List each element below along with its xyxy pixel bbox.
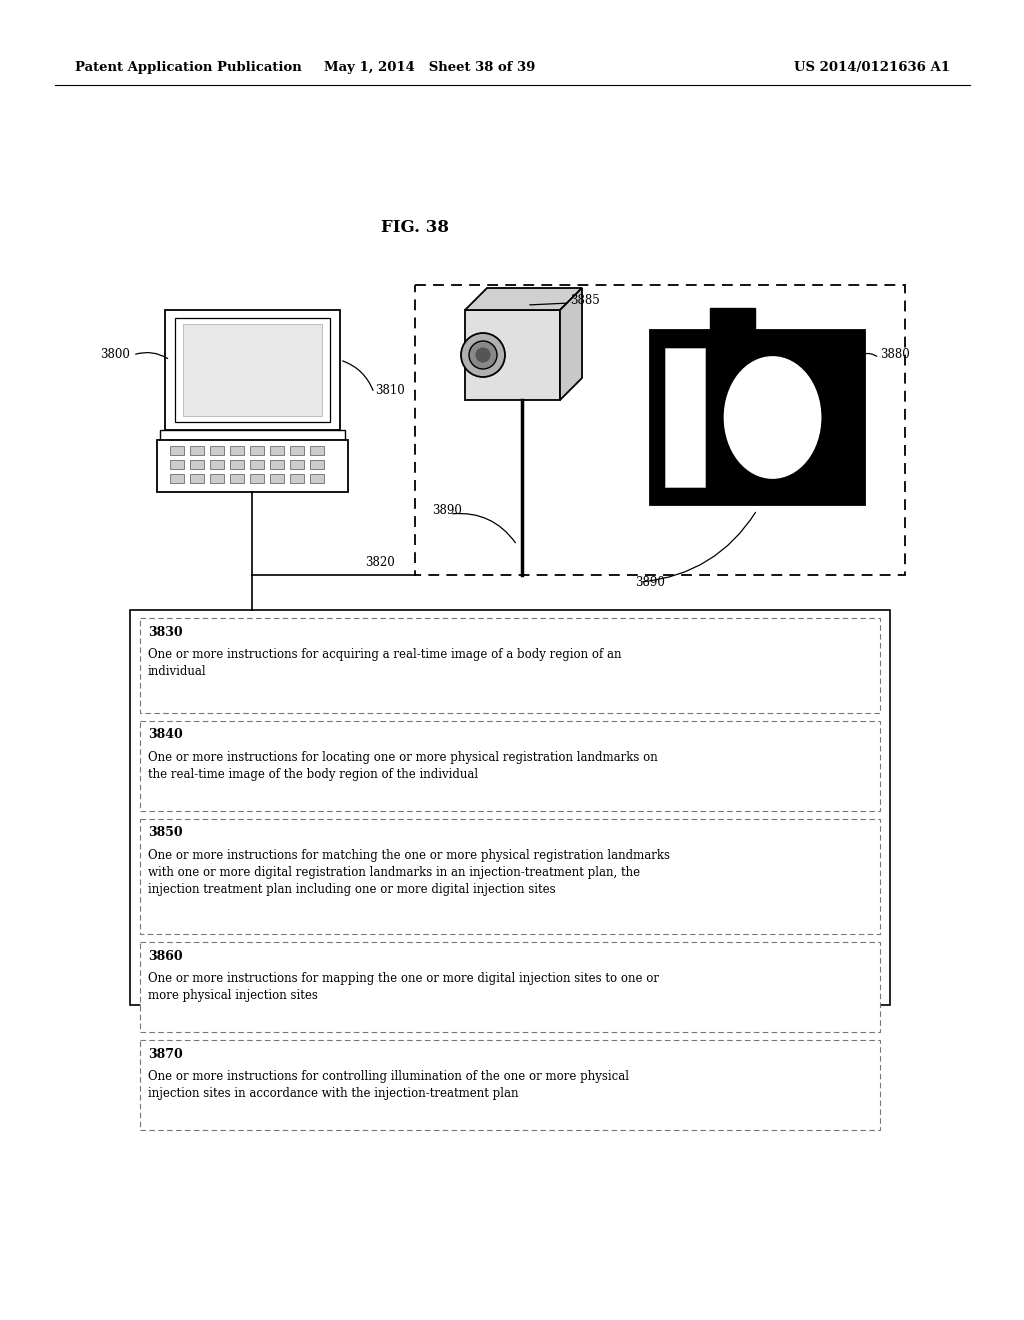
- FancyBboxPatch shape: [170, 459, 184, 469]
- FancyBboxPatch shape: [130, 610, 890, 1005]
- FancyBboxPatch shape: [290, 446, 304, 455]
- Polygon shape: [465, 288, 582, 310]
- Text: US 2014/0121636 A1: US 2014/0121636 A1: [794, 62, 950, 74]
- Text: 3870: 3870: [148, 1048, 182, 1060]
- Text: May 1, 2014   Sheet 38 of 39: May 1, 2014 Sheet 38 of 39: [325, 62, 536, 74]
- Text: 3810: 3810: [375, 384, 404, 396]
- FancyBboxPatch shape: [210, 446, 224, 455]
- FancyBboxPatch shape: [183, 323, 322, 416]
- Text: 3890: 3890: [432, 503, 462, 516]
- FancyBboxPatch shape: [270, 474, 284, 483]
- FancyBboxPatch shape: [710, 308, 755, 330]
- Text: Patent Application Publication: Patent Application Publication: [75, 62, 302, 74]
- FancyBboxPatch shape: [230, 474, 244, 483]
- Text: 3885: 3885: [570, 293, 600, 306]
- FancyBboxPatch shape: [290, 459, 304, 469]
- FancyBboxPatch shape: [230, 446, 244, 455]
- FancyBboxPatch shape: [210, 474, 224, 483]
- Text: One or more instructions for controlling illumination of the one or more physica: One or more instructions for controlling…: [148, 1071, 629, 1100]
- Text: 3820: 3820: [366, 556, 395, 569]
- FancyBboxPatch shape: [310, 446, 324, 455]
- FancyBboxPatch shape: [190, 446, 204, 455]
- Text: 3840: 3840: [148, 729, 182, 742]
- FancyBboxPatch shape: [190, 474, 204, 483]
- FancyBboxPatch shape: [170, 446, 184, 455]
- Text: 3880: 3880: [880, 348, 909, 362]
- FancyBboxPatch shape: [310, 459, 324, 469]
- FancyBboxPatch shape: [310, 474, 324, 483]
- FancyBboxPatch shape: [175, 318, 330, 422]
- FancyBboxPatch shape: [160, 430, 345, 440]
- FancyBboxPatch shape: [165, 310, 340, 430]
- FancyBboxPatch shape: [140, 1040, 880, 1130]
- Circle shape: [476, 348, 490, 362]
- Ellipse shape: [725, 358, 820, 478]
- Text: 3860: 3860: [148, 949, 182, 962]
- FancyBboxPatch shape: [140, 818, 880, 935]
- FancyBboxPatch shape: [230, 459, 244, 469]
- Text: One or more instructions for acquiring a real-time image of a body region of an
: One or more instructions for acquiring a…: [148, 648, 622, 678]
- Text: 3800: 3800: [100, 348, 130, 362]
- FancyBboxPatch shape: [465, 310, 560, 400]
- FancyBboxPatch shape: [140, 721, 880, 810]
- FancyBboxPatch shape: [170, 474, 184, 483]
- FancyBboxPatch shape: [190, 459, 204, 469]
- FancyBboxPatch shape: [210, 459, 224, 469]
- FancyBboxPatch shape: [140, 618, 880, 713]
- Circle shape: [469, 341, 497, 370]
- FancyBboxPatch shape: [290, 474, 304, 483]
- Text: 3830: 3830: [148, 626, 182, 639]
- Text: One or more instructions for locating one or more physical registration landmark: One or more instructions for locating on…: [148, 751, 657, 781]
- FancyBboxPatch shape: [270, 459, 284, 469]
- FancyBboxPatch shape: [140, 942, 880, 1032]
- Text: 3890: 3890: [635, 576, 665, 589]
- Text: One or more instructions for mapping the one or more digital injection sites to : One or more instructions for mapping the…: [148, 972, 659, 1002]
- Text: One or more instructions for matching the one or more physical registration land: One or more instructions for matching th…: [148, 849, 670, 896]
- FancyBboxPatch shape: [650, 330, 865, 506]
- FancyBboxPatch shape: [250, 474, 264, 483]
- FancyBboxPatch shape: [665, 348, 705, 487]
- FancyBboxPatch shape: [270, 446, 284, 455]
- FancyBboxPatch shape: [157, 440, 348, 492]
- FancyBboxPatch shape: [250, 459, 264, 469]
- Text: FIG. 38: FIG. 38: [381, 219, 449, 236]
- FancyBboxPatch shape: [250, 446, 264, 455]
- Polygon shape: [560, 288, 582, 400]
- Circle shape: [461, 333, 505, 378]
- Text: 3850: 3850: [148, 826, 182, 840]
